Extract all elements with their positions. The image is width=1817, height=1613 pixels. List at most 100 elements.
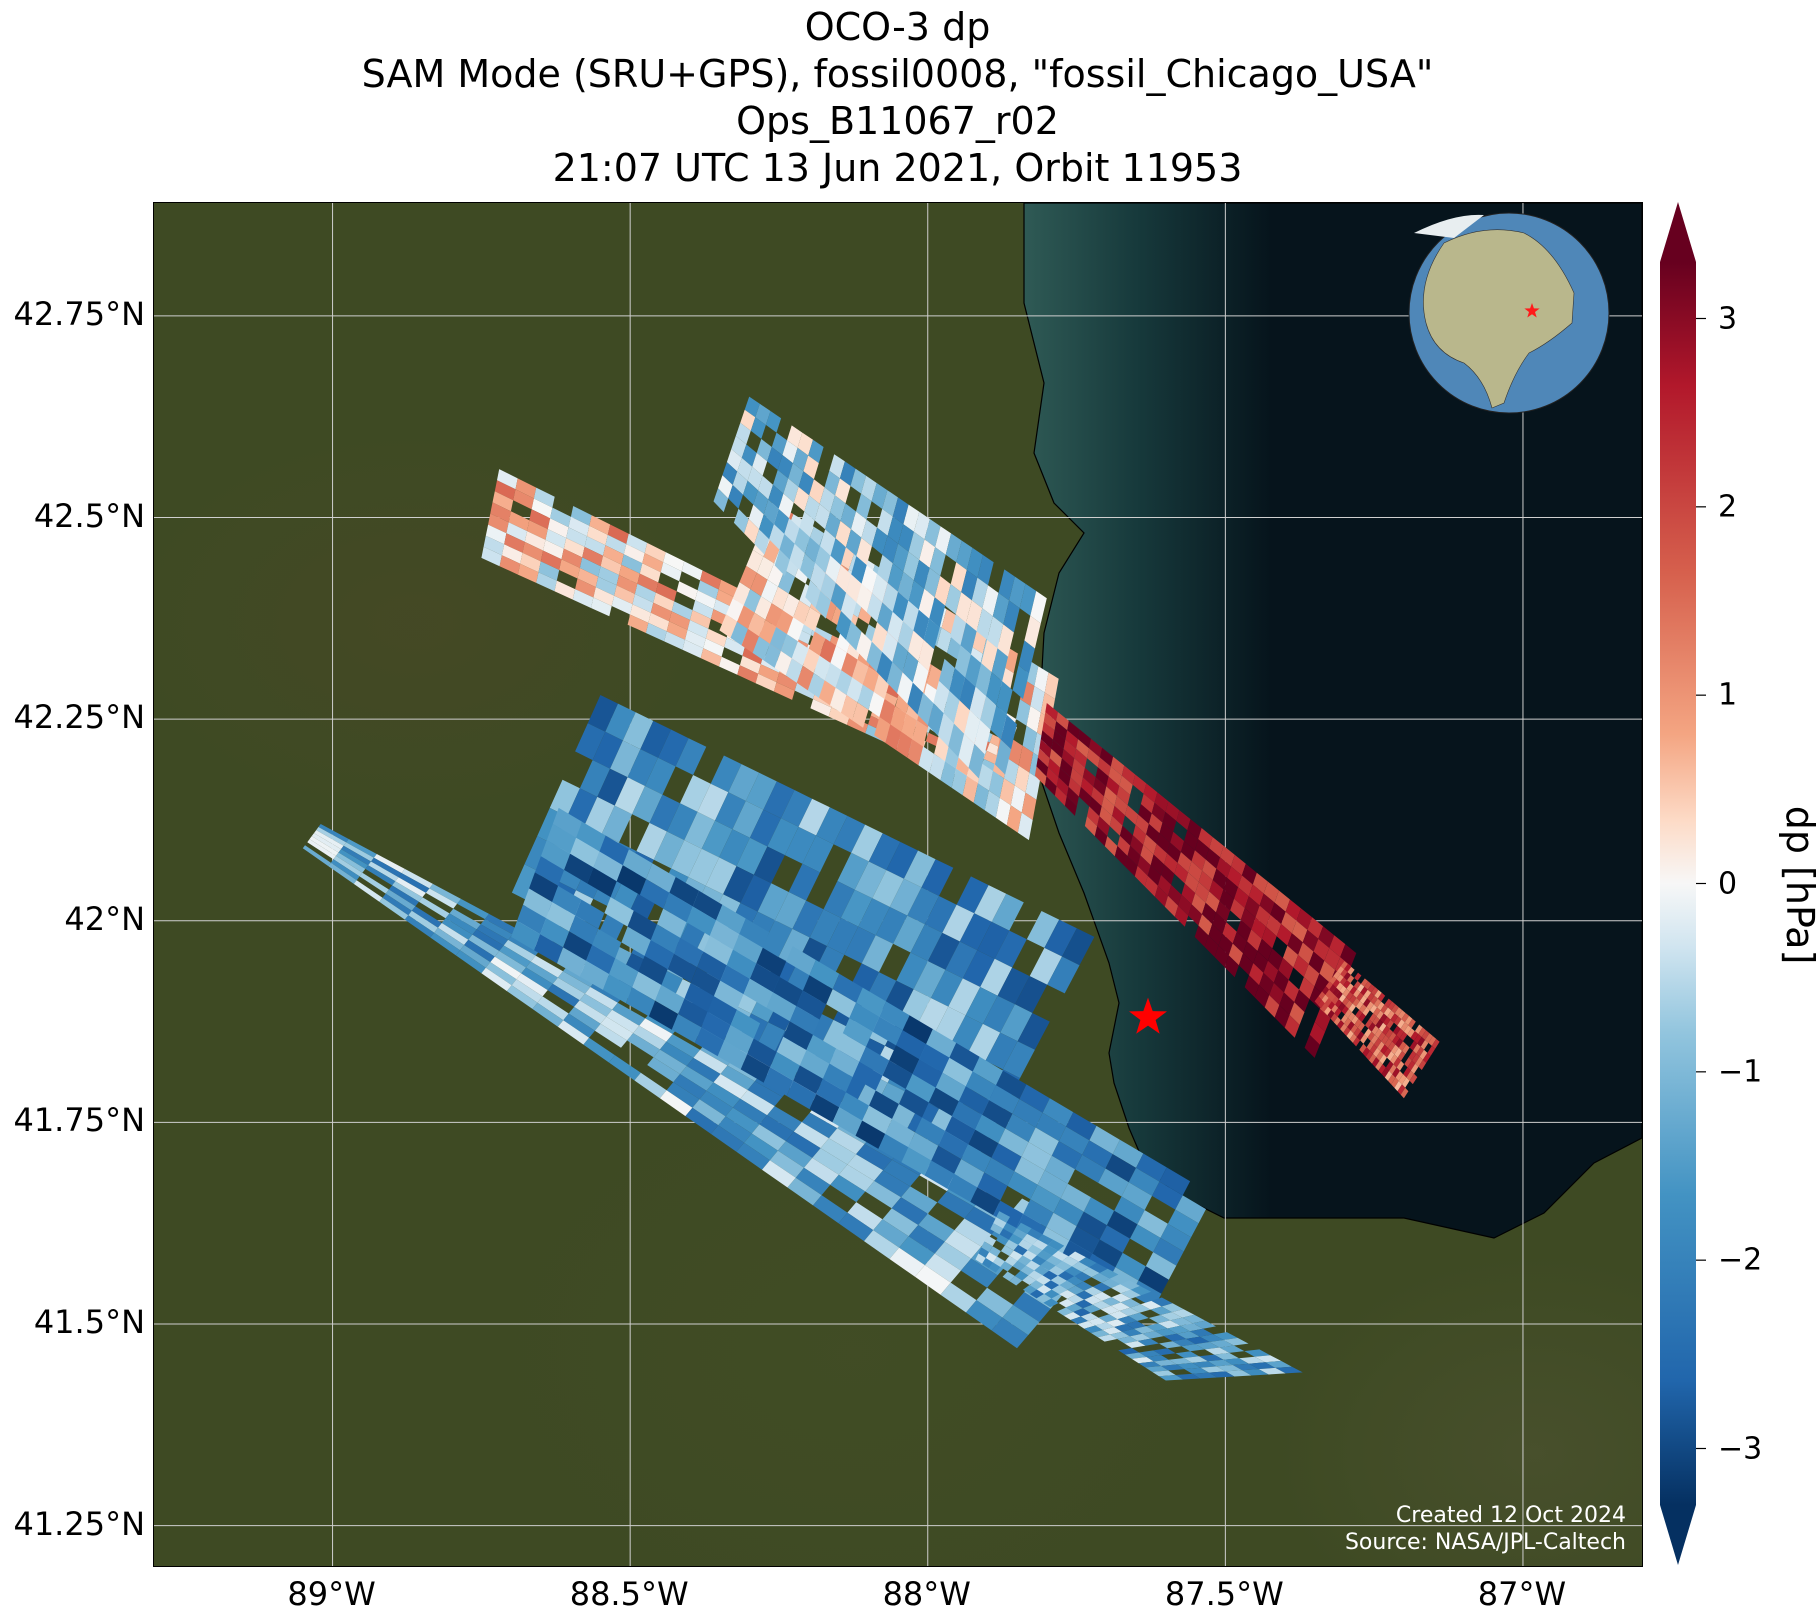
sounding-footprint	[861, 519, 878, 547]
sounding-footprint	[680, 775, 711, 812]
sounding-footprint	[627, 614, 649, 633]
sounding-footprint	[1251, 917, 1267, 939]
sounding-footprint	[750, 572, 768, 597]
colorbar-body	[1660, 262, 1696, 1505]
sounding-footprint	[1042, 1270, 1058, 1281]
sounding-footprint	[861, 565, 878, 594]
sounding-footprint	[1364, 981, 1372, 990]
sounding-footprint	[958, 1086, 990, 1115]
sounding-footprint	[1121, 1328, 1143, 1337]
sounding-footprint	[1083, 1197, 1115, 1226]
sounding-footprint	[733, 508, 749, 534]
sounding-footprint	[792, 900, 824, 938]
sounding-footprint	[842, 1018, 873, 1047]
sounding-footprint	[1172, 1338, 1196, 1347]
sounding-footprint	[846, 621, 862, 651]
sounding-footprint	[536, 572, 557, 592]
sounding-footprint	[604, 897, 634, 927]
sounding-footprint	[1416, 1046, 1424, 1057]
sounding-footprint	[1218, 933, 1233, 956]
sounding-footprint	[1195, 1342, 1220, 1350]
sounding-footprint	[907, 682, 924, 715]
sounding-footprint	[647, 1057, 680, 1083]
sounding-footprint	[1080, 777, 1094, 797]
sounding-footprint	[684, 982, 714, 1012]
sounding-footprint	[877, 602, 893, 632]
sounding-footprint	[648, 612, 670, 632]
sounding-footprint	[570, 506, 592, 526]
sounding-footprint	[1227, 866, 1242, 888]
globe-target-star-icon	[1524, 303, 1540, 318]
sounding-footprint	[1313, 938, 1330, 961]
sounding-footprint	[1119, 1307, 1140, 1316]
sounding-footprint	[649, 794, 680, 832]
sounding-footprint	[673, 937, 704, 968]
sounding-footprint	[761, 579, 779, 604]
sounding-footprint	[908, 1132, 939, 1161]
sounding-footprint	[550, 507, 571, 528]
sounding-footprint	[977, 763, 993, 791]
map-panel[interactable]: Created 12 Oct 2024 Source: NASA/JPL-Cal…	[153, 202, 1643, 1567]
sounding-footprint	[1248, 884, 1264, 906]
sounding-footprint	[1321, 994, 1329, 1004]
sounding-footprint	[1216, 1365, 1243, 1372]
sounding-footprint	[1184, 830, 1199, 851]
sounding-footprint	[861, 475, 877, 502]
sounding-footprint	[1402, 1077, 1410, 1088]
sounding-footprint	[1414, 1024, 1423, 1035]
sounding-footprint	[986, 672, 1003, 706]
sounding-footprint	[1243, 941, 1258, 964]
sounding-footprint	[1176, 810, 1191, 831]
lon-tick-label: 87°W	[1477, 1575, 1567, 1613]
sounding-footprint	[882, 1060, 913, 1089]
sounding-footprint	[728, 485, 743, 509]
sounding-footprint	[952, 1101, 983, 1130]
sounding-footprint	[713, 488, 729, 513]
sounding-footprint	[1182, 1314, 1206, 1324]
credit-source: Source: NASA/JPL-Caltech	[1344, 1530, 1626, 1555]
sounding-footprint	[1043, 1298, 1059, 1308]
sounding-footprint	[591, 597, 612, 617]
sounding-footprint	[552, 807, 583, 838]
lon-tick-label: 89°W	[287, 1575, 376, 1613]
sounding-footprint	[700, 570, 722, 590]
sounding-footprint	[1399, 1031, 1408, 1042]
sounding-footprint	[575, 723, 606, 761]
sounding-footprint	[1043, 712, 1057, 731]
sounding-footprint	[887, 516, 904, 544]
sounding-footprint	[645, 622, 667, 642]
sounding-footprint	[686, 1057, 721, 1083]
sounding-footprint	[644, 542, 666, 563]
sounding-footprint	[1344, 1017, 1352, 1027]
sounding-footprint	[379, 897, 409, 920]
sounding-footprint	[931, 1145, 962, 1174]
colorbar-ticks	[1696, 317, 1706, 1450]
sounding-footprint	[1421, 1030, 1430, 1040]
sounding-footprint	[699, 1090, 733, 1117]
sounding-footprint	[1003, 600, 1020, 633]
sounding-footprint	[481, 546, 502, 567]
sounding-footprint	[1014, 1270, 1029, 1281]
sounding-footprint	[697, 783, 729, 821]
sounding-footprint	[632, 594, 654, 613]
sounding-footprint	[1063, 1312, 1081, 1320]
sounding-footprint	[1115, 1252, 1146, 1281]
sounding-footprint	[893, 915, 925, 953]
sounding-footprint	[1368, 1022, 1376, 1032]
sounding-footprint	[1168, 1358, 1193, 1365]
sounding-footprint	[1109, 1331, 1130, 1339]
map-canvas[interactable]	[154, 203, 1642, 1566]
sounding-footprint	[875, 907, 908, 944]
sounding-footprint	[1040, 730, 1053, 749]
sounding-footprint	[1346, 991, 1354, 1001]
sounding-footprint	[1401, 1013, 1409, 1023]
sounding-footprint	[719, 614, 738, 638]
sounding-footprint	[1059, 1280, 1076, 1290]
sounding-footprint	[1148, 1315, 1171, 1324]
sounding-footprint	[989, 1085, 1020, 1114]
sounding-footprint	[1340, 1014, 1348, 1024]
colorbar-tick-label: −2	[1718, 1242, 1763, 1278]
sounding-footprint	[1385, 1028, 1393, 1039]
sounding-footprint	[1414, 1034, 1422, 1044]
sounding-footprint	[903, 850, 936, 888]
